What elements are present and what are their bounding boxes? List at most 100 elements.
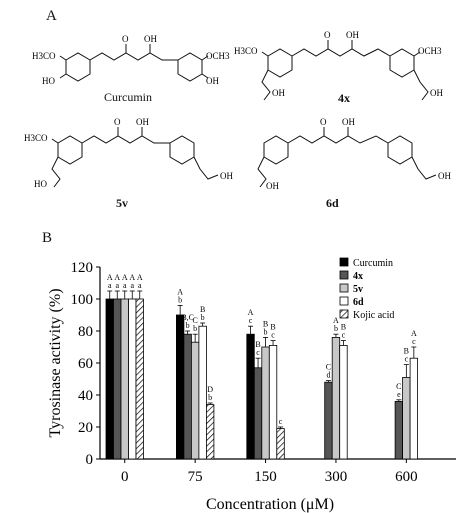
bar-kojic-acid — [205, 404, 215, 460]
compound-6d-structure: O OH OH OH — [236, 115, 462, 195]
significance-letter: A — [122, 273, 128, 282]
significance-letter: C — [326, 363, 331, 372]
curcumin-name: Curcumin — [104, 90, 152, 104]
significance-letter: a — [108, 281, 112, 290]
legend-swatch-6d — [339, 296, 349, 306]
y-tick-label: 20 — [78, 420, 93, 436]
significance-letter: c — [405, 355, 409, 364]
compound-6d-skeleton: O OH OH OH — [257, 117, 451, 191]
x-tick-label: 150 — [254, 469, 277, 485]
significance-letter: B,C — [181, 313, 194, 322]
y-tick-label: 100 — [71, 292, 94, 308]
y-tick-label: 80 — [78, 324, 93, 340]
significance-letter: a — [138, 281, 142, 290]
curcumin-skeleton: H3CO HO O OH OCH3 OH — [32, 34, 230, 86]
significance-letter: A — [411, 329, 417, 338]
chart-svg: 0 20 40 60 80 100 120 Tyrosinase activity (%) Co… — [47, 257, 456, 513]
significance-letter: c — [271, 331, 275, 340]
bar-6d — [339, 345, 348, 460]
y-axis-title: Tyrosinase activity (%) — [47, 288, 64, 437]
significance-letter: c — [412, 337, 416, 346]
significance-letter: b — [208, 393, 212, 402]
x-tick-label: 300 — [325, 469, 348, 485]
bar-5v — [331, 337, 341, 460]
bar-5v — [261, 346, 270, 460]
legend-label-6d: 6d — [353, 297, 364, 308]
bar-5v — [120, 298, 129, 460]
svg-text:H3CO: H3CO — [24, 133, 48, 143]
bar-5v — [190, 341, 200, 460]
compound-4x-skeleton: H3CO O OH OCH3 OH OH — [234, 30, 443, 101]
compound-5v-structure: H3CO O OH HO OH — [20, 115, 245, 195]
significance-letter: b — [334, 324, 338, 333]
legend-swatch-4x — [339, 270, 349, 280]
significance-letter: B — [263, 319, 268, 328]
legend-label-curcumin: Curcumin — [353, 258, 393, 269]
y-tick-label: 120 — [71, 260, 94, 276]
tyrosinase-bar-chart: 0 20 40 60 80 100 120 Tyrosinase activity (%) Co… — [0, 245, 468, 513]
bar-curcumin — [105, 298, 114, 460]
significance-letter: B — [404, 347, 409, 356]
bar-4x — [253, 367, 263, 460]
legend-swatch-5v — [339, 283, 349, 293]
significance-letter: c — [256, 348, 260, 357]
y-tick-label: 0 — [86, 452, 94, 468]
bar-6d — [128, 298, 137, 460]
significance-letter: B — [255, 340, 260, 349]
bar-4x — [113, 298, 122, 460]
significance-letter: a — [130, 281, 134, 290]
panel-b-label: B — [42, 230, 53, 246]
significance-letter: d — [326, 371, 330, 380]
significance-letter: A — [333, 316, 339, 325]
x-tick-label: 75 — [188, 469, 203, 485]
svg-text:OH: OH — [206, 76, 219, 86]
legend-swatch-curcumin — [339, 257, 349, 267]
significance-letter: b — [201, 313, 205, 322]
bar-5v — [402, 376, 411, 460]
significance-letter: B — [270, 323, 275, 332]
y-tick-label: 60 — [78, 356, 93, 372]
svg-text:O: O — [324, 30, 331, 40]
svg-text:OH: OH — [346, 30, 359, 40]
svg-text:H3CO: H3CO — [32, 51, 56, 61]
bar-4x — [183, 333, 192, 460]
significance-letter: A — [177, 287, 183, 296]
significance-letter: A — [248, 308, 254, 317]
svg-text:OH: OH — [272, 88, 285, 98]
svg-text:OH: OH — [342, 117, 355, 127]
significance-letter: A — [129, 273, 135, 282]
significance-letter: C — [192, 316, 197, 325]
x-tick-label: 600 — [395, 469, 418, 485]
significance-letter: b — [193, 324, 197, 333]
significance-letter: b — [186, 321, 190, 330]
bar-kojic-acid — [135, 298, 144, 460]
bar-curcumin — [246, 333, 255, 460]
bar-6d — [409, 357, 419, 460]
svg-text:H3CO: H3CO — [234, 46, 258, 56]
significance-letter: C — [396, 382, 401, 391]
significance-letter: b — [264, 327, 268, 336]
svg-text:OH: OH — [144, 34, 157, 44]
svg-text:HO: HO — [34, 179, 47, 189]
x-axis-title: Concentration (μM) — [206, 496, 334, 513]
significance-letter: b — [178, 295, 182, 304]
bar-6d — [268, 345, 278, 460]
svg-text:OH: OH — [430, 88, 443, 98]
bar-6d — [198, 325, 207, 460]
compound-4x-structure: H3CO O OH OCH3 OH OH — [232, 20, 462, 110]
svg-text:O: O — [320, 117, 327, 127]
x-tick-label: 0 — [121, 469, 129, 485]
significance-letter: D — [207, 385, 213, 394]
bar-curcumin — [175, 314, 185, 460]
legend-label-kojic-acid: Kojic acid — [353, 310, 394, 321]
significance-letter: e — [397, 390, 401, 399]
legend-swatch-kojic-acid — [339, 309, 349, 319]
bar-4x — [394, 400, 404, 460]
bar-kojic-acid — [276, 428, 285, 460]
svg-text:OCH3: OCH3 — [418, 46, 442, 56]
svg-text:OH: OH — [220, 171, 233, 181]
significance-letter: B — [200, 305, 205, 314]
compound-6d-name: 6d — [326, 196, 339, 210]
svg-text:O: O — [122, 34, 129, 44]
significance-letter: c — [279, 417, 283, 426]
